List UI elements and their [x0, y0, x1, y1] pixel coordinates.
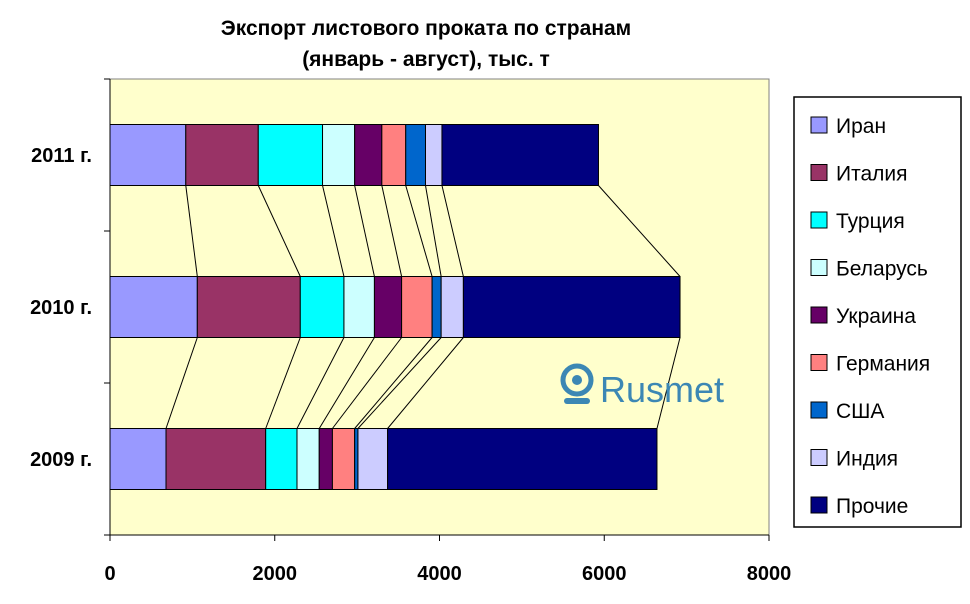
logo-base [564, 398, 590, 404]
legend-label: США [836, 400, 884, 423]
legend-swatch [810, 116, 828, 134]
legend-label: Украина [836, 305, 916, 328]
bars [109, 124, 681, 490]
connector-line [357, 337, 442, 429]
legend-label: Беларусь [836, 258, 928, 281]
category-label: 2011 г. [31, 145, 92, 167]
bar-segment [109, 124, 187, 186]
connector-line [257, 185, 301, 277]
legend: Иран Италия Турция Беларусь Украина Германия С… [810, 115, 930, 518]
logo-ring [560, 363, 594, 397]
bar-segment [373, 276, 403, 338]
connector-line [405, 185, 433, 277]
bar-segment [381, 124, 407, 186]
connector-line [598, 185, 681, 277]
legend-swatch [810, 449, 828, 466]
legend-swatch [810, 306, 828, 324]
legend-label: Германия [836, 353, 930, 376]
watermark-text: Rusmet [600, 369, 724, 410]
connector-line [354, 337, 433, 429]
bar-segment [440, 276, 464, 338]
connector-line [381, 185, 403, 277]
chart-title-line-2: (январь - август), тыс. т [302, 48, 550, 71]
bar-segment [265, 428, 298, 490]
series-connectors [165, 185, 681, 429]
connector-line [185, 185, 198, 277]
legend-label: Индия [836, 448, 898, 471]
legend-swatch [810, 496, 828, 514]
bar-segment [387, 428, 658, 490]
legend-label: Турция [836, 210, 905, 233]
bar-segment [165, 428, 267, 490]
bar-segment [299, 276, 345, 338]
bar-segment [331, 428, 356, 490]
bar-segment [185, 124, 259, 186]
x-tick-label: 8000 [747, 563, 792, 585]
x-tick-label: 6000 [582, 563, 627, 585]
connector-line [425, 185, 442, 277]
connector-line [387, 337, 464, 429]
x-tick-label: 4000 [417, 563, 462, 585]
bar-segment [431, 276, 442, 338]
legend-label: Иран [836, 115, 886, 138]
bar-segment [257, 124, 324, 186]
watermark-logo: Rusmet [560, 363, 724, 410]
x-tick-labels: 0 2000 4000 6000 8000 [104, 563, 791, 585]
legend-swatch [810, 401, 828, 419]
connector-line [354, 185, 375, 277]
bar-segment [424, 124, 443, 186]
legend-swatch [810, 259, 828, 276]
category-label: 2009 г. [30, 449, 92, 471]
connector-line [318, 337, 375, 429]
bar-segment [318, 428, 333, 490]
legend-label: Италия [836, 163, 908, 186]
category-label: 2010 г. [30, 297, 92, 319]
legend-swatch [810, 164, 828, 181]
legend-label: Прочие [836, 495, 908, 518]
bar-segment [109, 428, 167, 490]
connector-line [332, 337, 403, 429]
bar-segment [109, 276, 198, 338]
connector-line [656, 337, 681, 429]
category-labels: 2011 г. 2010 г. 2009 г. [30, 145, 92, 471]
connector-line [265, 337, 301, 429]
bar-segment [296, 428, 320, 490]
chart-title: Экспорт листового проката по странам (ян… [221, 17, 631, 71]
bar-segment [196, 276, 301, 338]
bar-segment [357, 428, 389, 490]
bar-segment [405, 124, 426, 186]
logo-dot [572, 375, 582, 385]
x-tick-label: 0 [104, 563, 115, 585]
bar-segment [354, 124, 383, 186]
chart-title-line-1: Экспорт листового проката по странам [221, 17, 631, 40]
connector-line [296, 337, 345, 429]
bar-segment [462, 276, 681, 338]
x-tick-label: 2000 [253, 563, 298, 585]
bar-segment [343, 276, 375, 338]
connector-line [441, 185, 464, 277]
bar-segment [401, 276, 433, 338]
legend-swatch [810, 354, 828, 371]
legend-swatch [810, 211, 828, 229]
bar-segment [441, 124, 599, 186]
connector-line [165, 337, 198, 429]
axes [104, 78, 770, 541]
bar-segment [322, 124, 356, 186]
connector-line [322, 185, 345, 277]
